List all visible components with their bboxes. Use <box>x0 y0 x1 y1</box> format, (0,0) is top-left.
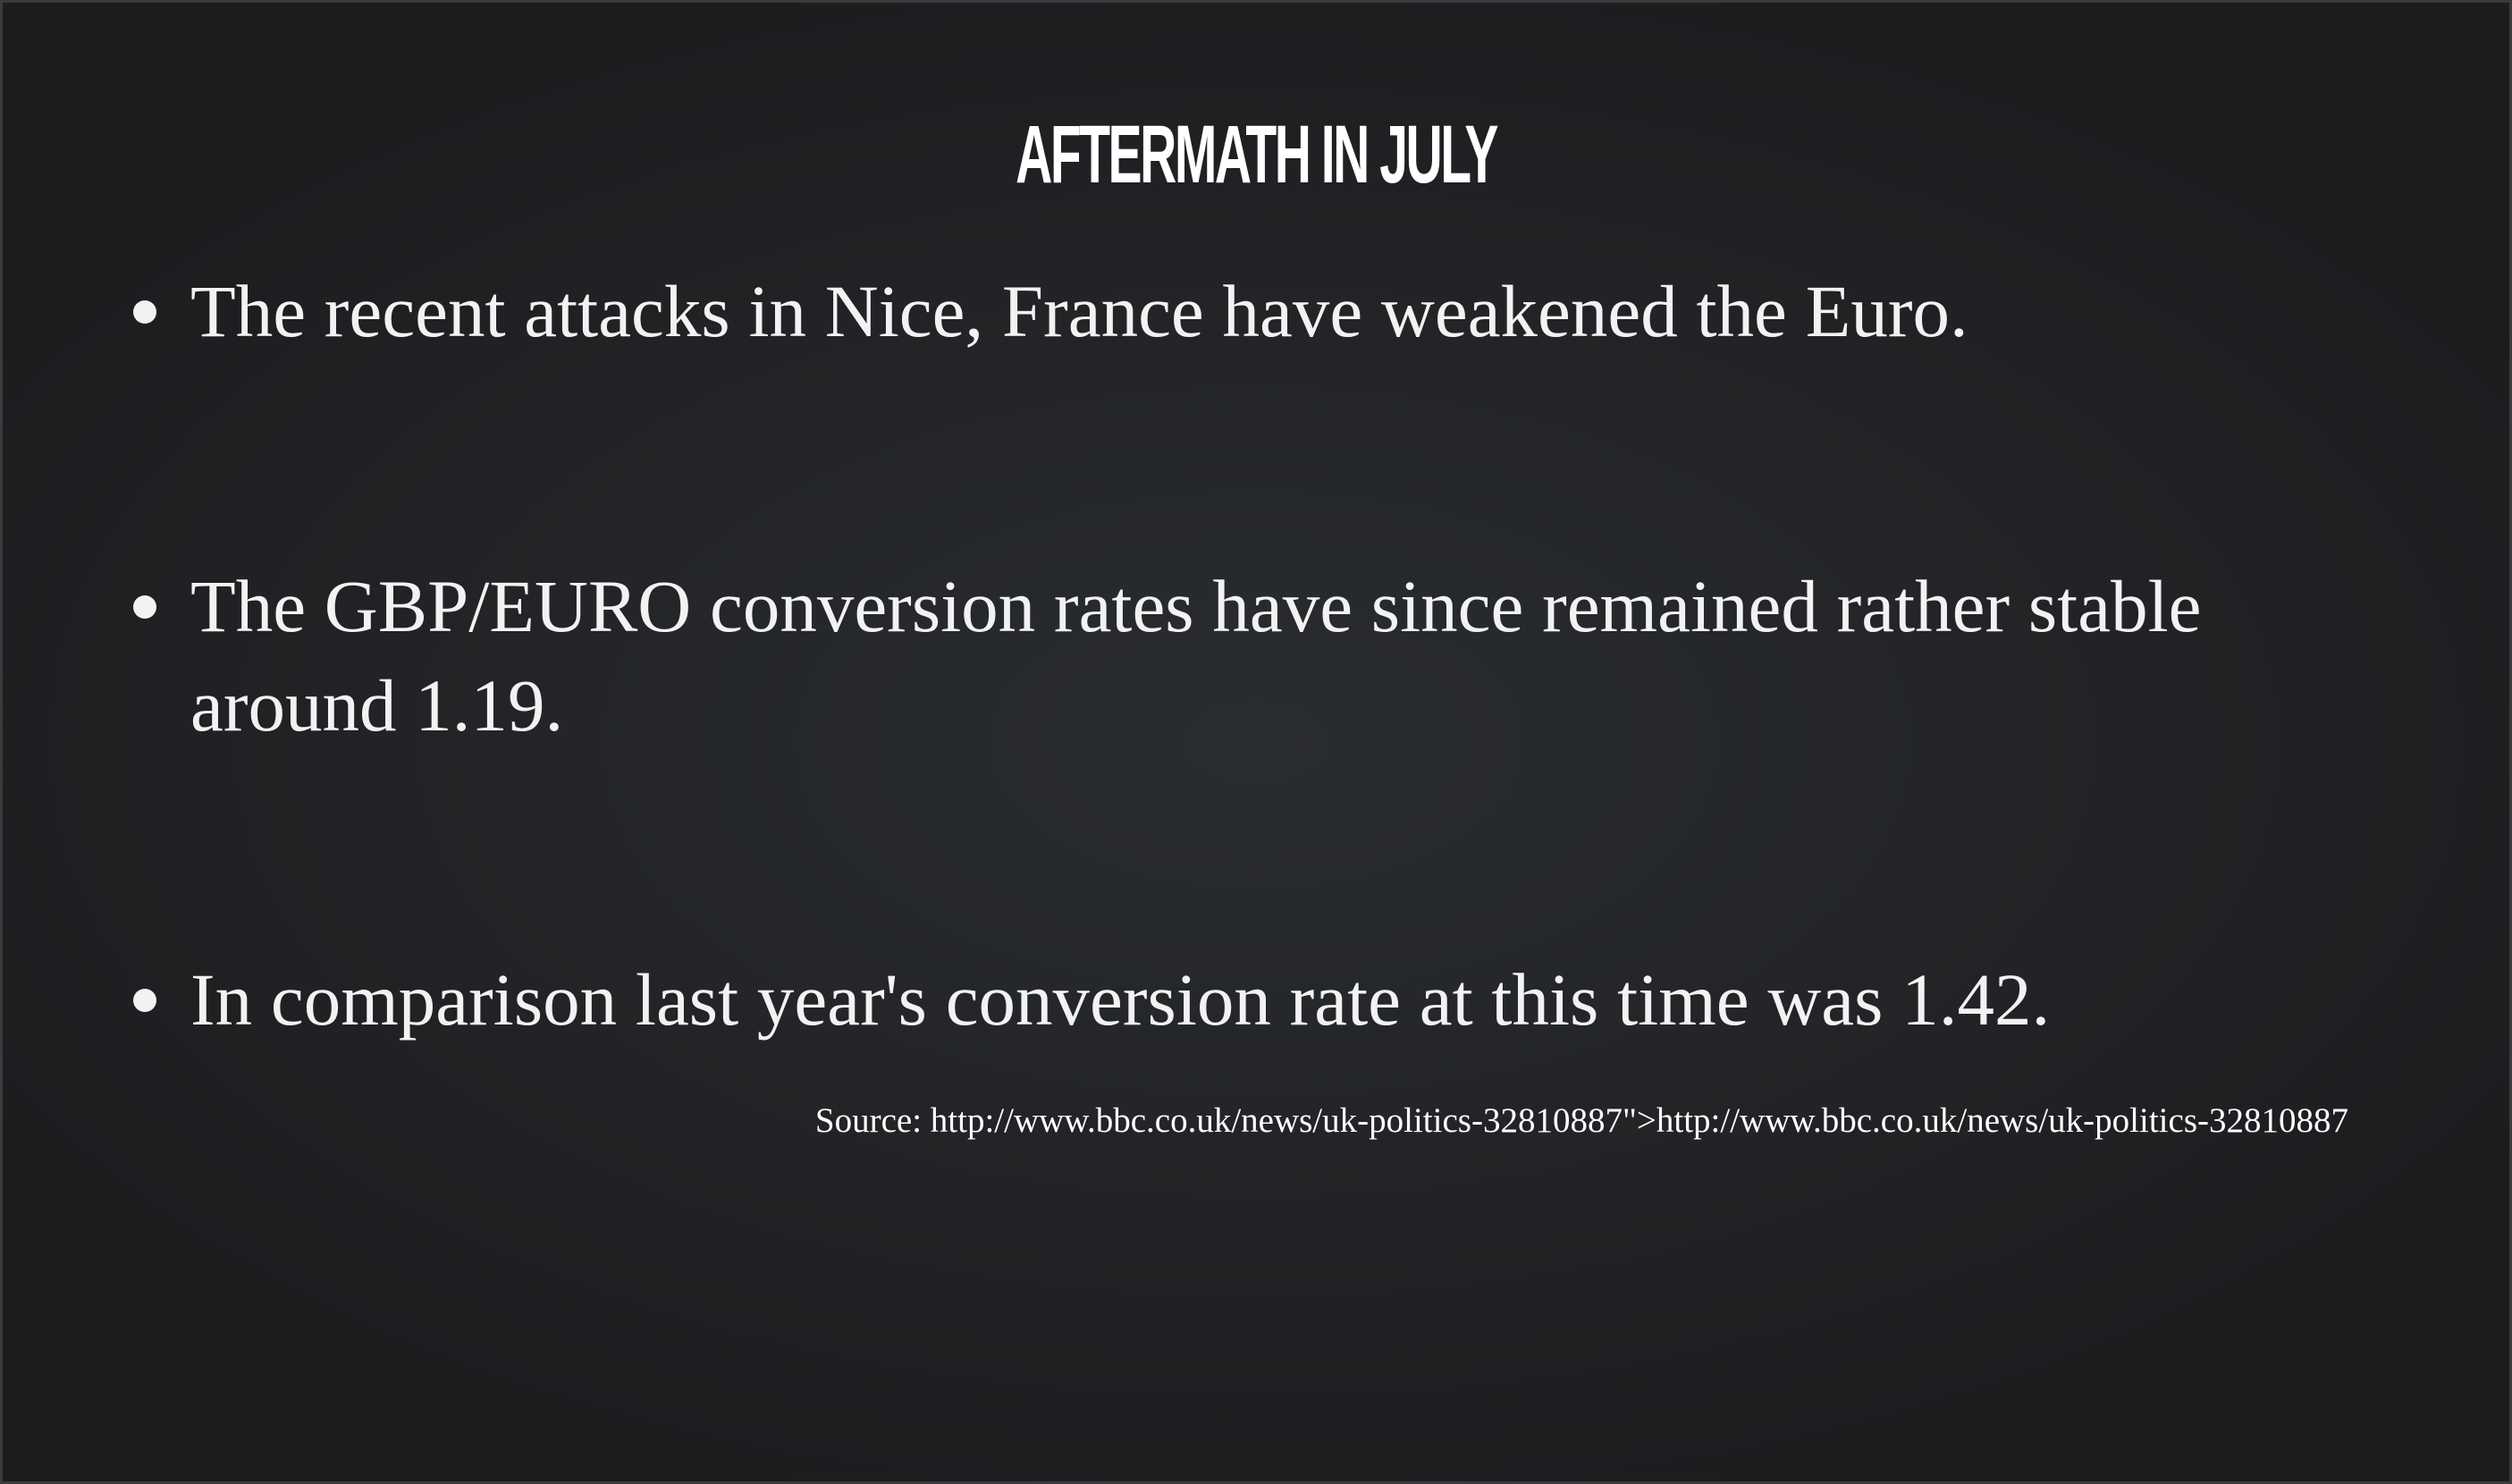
source-citation: Source: http://www.bbc.co.uk/news/uk-pol… <box>814 1101 2348 1140</box>
bullet-item: The GBP/EURO conversion rates have since… <box>119 557 2407 755</box>
bullet-text: The recent attacks in Nice, France have … <box>190 270 1968 352</box>
bullet-dot-icon <box>133 300 156 324</box>
bullet-item: The recent attacks in Nice, France have … <box>119 262 2407 361</box>
bullet-dot-icon <box>133 595 156 619</box>
bullet-item: In comparison last year's conversion rat… <box>119 950 2407 1050</box>
bullet-dot-icon <box>133 989 156 1012</box>
slide-title: AFTERMATH IN JULY <box>1016 109 1498 200</box>
bullet-text: In comparison last year's conversion rat… <box>190 958 2051 1041</box>
bullet-text: The GBP/EURO conversion rates have since… <box>190 565 2202 746</box>
